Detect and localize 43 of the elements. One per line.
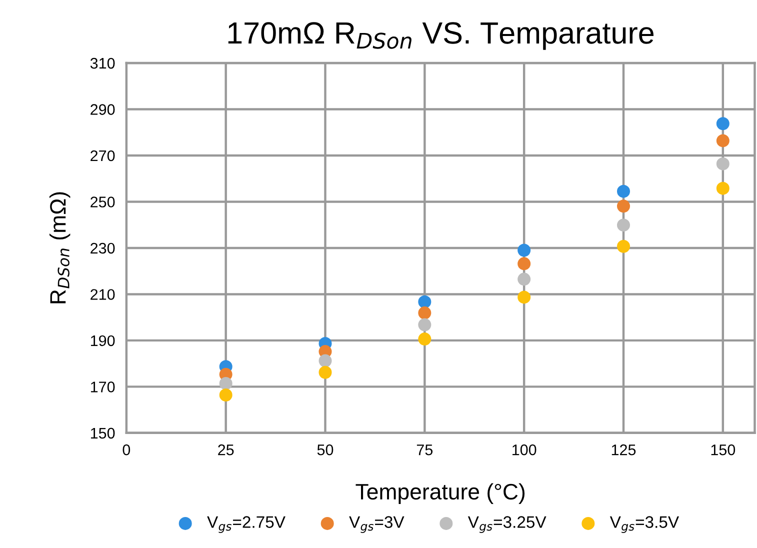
y-axis-title: R$_{DSon}$ (mΩ): [49, 192, 70, 304]
legend-label: V$_{gs}$=3.25V: [468, 516, 546, 533]
point: [716, 157, 730, 170]
point: [318, 366, 332, 379]
point: [518, 257, 531, 270]
y-tick-label: 230: [90, 242, 115, 254]
chart-title: 170mΩ R$_{DSon}$ VS. Temparature: [228, 22, 654, 50]
y-tick-label: 190: [90, 335, 115, 346]
legend-label: V$_{gs}$=3.5V: [610, 516, 679, 533]
y-tick-label: 290: [90, 104, 115, 115]
legend-label: V$_{gs}$=3V: [349, 516, 404, 533]
x-tick-label: 0: [122, 444, 130, 456]
x-tick-label: 125: [612, 444, 636, 456]
y-tick-label: 270: [90, 150, 115, 162]
point: [418, 295, 432, 308]
point: [716, 134, 730, 148]
y-tick-label: 150: [90, 428, 115, 439]
x-axis-title: Temperature (°C): [356, 483, 525, 504]
point: [418, 318, 432, 332]
x-tick-label: 50: [317, 444, 334, 456]
legend-label: V$_{gs}$=2.75V: [207, 516, 286, 533]
y-tick-label: 210: [90, 289, 115, 300]
point: [716, 117, 730, 130]
x-tick-label: 25: [218, 444, 234, 456]
y-tick-label: 250: [90, 196, 115, 208]
point: [616, 200, 630, 213]
point: [616, 218, 630, 232]
x-tick-label: 75: [416, 444, 433, 456]
point: [518, 272, 531, 286]
point: [616, 240, 630, 253]
point: [418, 332, 432, 346]
point: [219, 388, 232, 402]
y-tick-label: 170: [90, 382, 115, 392]
point: [318, 354, 332, 368]
point: [616, 184, 630, 198]
point: [518, 244, 531, 257]
x-tick-label: 150: [711, 444, 736, 456]
point: [716, 182, 730, 195]
point: [418, 306, 432, 320]
x-tick-label: 100: [512, 444, 536, 456]
y-tick-label: 310: [90, 58, 115, 69]
point: [219, 376, 232, 390]
point: [518, 290, 531, 304]
